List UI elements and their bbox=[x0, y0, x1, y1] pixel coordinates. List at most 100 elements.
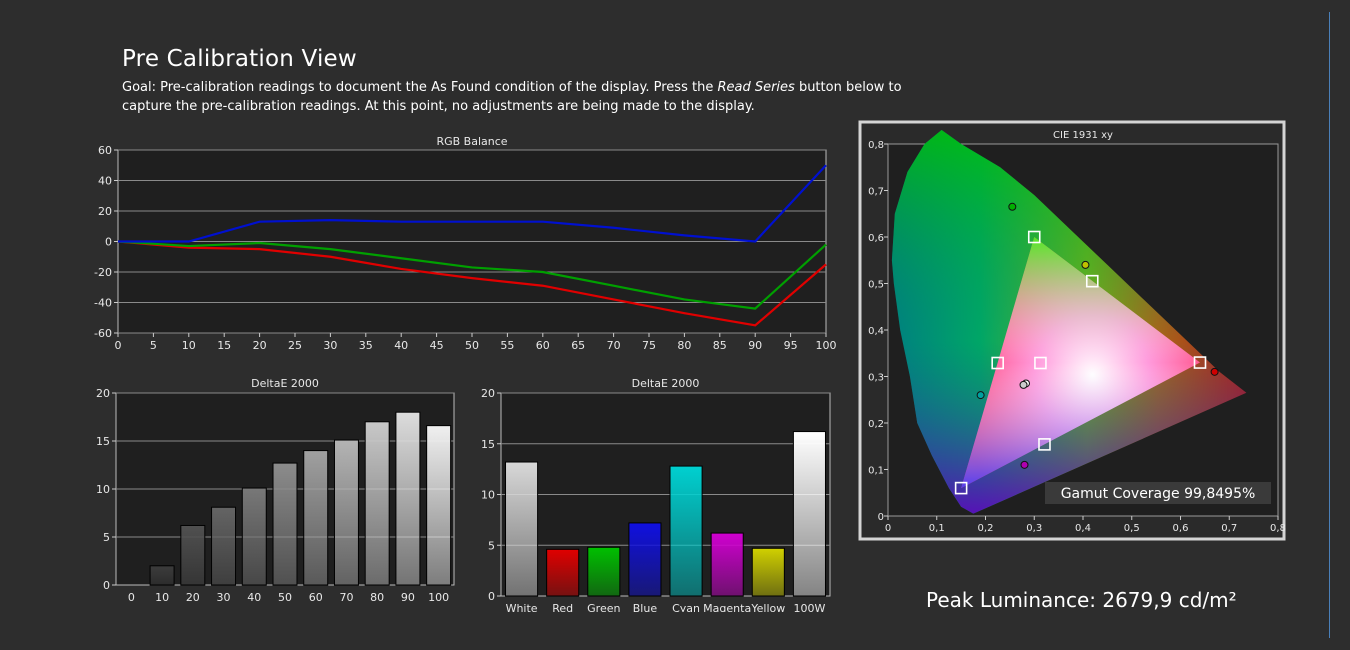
rgb-xtick-label: 20 bbox=[253, 339, 267, 352]
cie-ytick-label: 0,2 bbox=[868, 419, 884, 430]
gray-bar bbox=[180, 524, 206, 586]
cie-measured-point bbox=[1019, 380, 1028, 389]
gray-bar bbox=[395, 411, 421, 586]
divider-line bbox=[1329, 12, 1330, 638]
cie-xtick-label: 0,8 bbox=[1270, 523, 1286, 534]
gray-xtick-label: 20 bbox=[186, 591, 200, 604]
cie-chromaticity-chart: CIE 1931 xy 0 0,1 0,2 0,3 0,4 0,5 0,6 0,7 0,8 0 0,1… bbox=[858, 120, 1286, 541]
rgb-xtick-label: 0 bbox=[115, 339, 122, 352]
gray-ytick-label: 15 bbox=[96, 435, 110, 448]
rgb-series-line-0 bbox=[117, 240, 827, 327]
color-xtick-label: Red bbox=[552, 602, 573, 612]
gray-bar bbox=[272, 462, 298, 586]
rgb-ytick-label: -20 bbox=[94, 266, 112, 279]
cie-measured-point bbox=[1210, 367, 1219, 376]
cie-xtick-label: 0,4 bbox=[1075, 523, 1091, 534]
rgb-series-line-2 bbox=[118, 164, 827, 243]
rgb-xtick-label: 100 bbox=[816, 339, 837, 352]
cie-title: CIE 1931 xy bbox=[1053, 130, 1113, 141]
cie-ytick-label: 0,8 bbox=[868, 140, 884, 151]
color-ytick-label: 20 bbox=[481, 387, 495, 400]
gray-title: DeltaE 2000 bbox=[251, 377, 319, 390]
color-ytick-label: 10 bbox=[481, 489, 495, 502]
rgb-xtick-label: 30 bbox=[323, 339, 337, 352]
goal-text: Goal: Pre-calibration readings to docume… bbox=[122, 78, 912, 116]
goal-italic: Read Series bbox=[717, 80, 795, 95]
deltae-colors-chart: DeltaE 2000 0 5 10 15 20 White Red Green Blue Cyan… bbox=[481, 377, 831, 612]
gray-xtick-label: 60 bbox=[309, 591, 323, 604]
gray-bar bbox=[241, 487, 267, 586]
color-title: DeltaE 2000 bbox=[632, 377, 700, 390]
gray-ytick-label: 0 bbox=[103, 579, 110, 592]
rgb-xtick-label: 50 bbox=[465, 339, 479, 352]
gray-bar bbox=[333, 439, 359, 586]
color-ytick-label: 15 bbox=[481, 438, 495, 451]
cie-measured-point bbox=[1008, 202, 1017, 211]
gray-xtick-label: 90 bbox=[401, 591, 415, 604]
rgb-xtick-label: 5 bbox=[150, 339, 157, 352]
color-bar bbox=[751, 547, 785, 597]
rgb-ytick-label: -60 bbox=[94, 327, 112, 340]
rgb-xtick-label: 75 bbox=[642, 339, 656, 352]
color-ytick-label: 0 bbox=[488, 590, 495, 603]
gray-xtick-label: 30 bbox=[217, 591, 231, 604]
rgb-xtick-label: 95 bbox=[784, 339, 798, 352]
rgb-xtick-label: 35 bbox=[359, 339, 373, 352]
gray-ytick-label: 20 bbox=[96, 387, 110, 400]
gray-xtick-label: 10 bbox=[155, 591, 169, 604]
gray-xtick-label: 50 bbox=[278, 591, 292, 604]
color-bar bbox=[710, 532, 744, 597]
color-bar bbox=[628, 522, 662, 597]
rgb-series-line-1 bbox=[117, 240, 827, 310]
gamut-coverage-label: Gamut Coverage 99,8495% bbox=[1061, 486, 1256, 502]
color-xtick-label: Cyan bbox=[672, 602, 700, 612]
cie-ytick-label: 0 bbox=[878, 512, 884, 523]
rgb-xtick-label: 45 bbox=[430, 339, 444, 352]
gray-xtick-label: 0 bbox=[128, 591, 135, 604]
rgb-xtick-label: 15 bbox=[217, 339, 231, 352]
color-xtick-label: White bbox=[506, 602, 538, 612]
rgb-ytick-label: 20 bbox=[98, 205, 112, 218]
rgb-xtick-label: 25 bbox=[288, 339, 302, 352]
rgb-xtick-label: 80 bbox=[677, 339, 691, 352]
cie-xtick-label: 0 bbox=[885, 523, 891, 534]
rgb-xtick-label: 70 bbox=[607, 339, 621, 352]
cie-target-square bbox=[954, 481, 968, 495]
peak-luminance: Peak Luminance: 2679,9 cd/m² bbox=[926, 588, 1237, 612]
gray-xtick-label: 100 bbox=[428, 591, 449, 604]
cie-xtick-label: 0,1 bbox=[929, 523, 945, 534]
cie-target-square bbox=[1085, 274, 1099, 288]
cie-ytick-label: 0,3 bbox=[868, 373, 884, 384]
color-xtick-label: Green bbox=[587, 602, 620, 612]
rgb-xtick-label: 40 bbox=[394, 339, 408, 352]
cie-measured-point bbox=[976, 391, 985, 400]
rgb-xtick-label: 55 bbox=[500, 339, 514, 352]
cie-xtick-label: 0,6 bbox=[1173, 523, 1189, 534]
cie-ytick-label: 0,1 bbox=[868, 466, 884, 477]
gray-bar bbox=[303, 450, 329, 586]
color-xtick-label: 100W bbox=[794, 602, 826, 612]
cie-target-square bbox=[1027, 230, 1041, 244]
rgb-xtick-label: 90 bbox=[748, 339, 762, 352]
color-xtick-label: Yellow bbox=[750, 602, 785, 612]
rgb-chart-title: RGB Balance bbox=[436, 135, 507, 148]
gray-bar bbox=[364, 421, 390, 586]
gray-xtick-label: 80 bbox=[370, 591, 384, 604]
color-ytick-label: 5 bbox=[488, 539, 495, 552]
cie-target-square bbox=[1034, 356, 1047, 370]
goal-prefix: Goal: Pre-calibration readings to docume… bbox=[122, 80, 718, 95]
gray-xtick-label: 70 bbox=[339, 591, 353, 604]
gray-bar bbox=[426, 425, 452, 586]
color-bar bbox=[587, 546, 621, 597]
rgb-ytick-label: -40 bbox=[94, 297, 112, 310]
gray-ytick-label: 10 bbox=[96, 483, 110, 496]
gray-bar bbox=[149, 565, 175, 586]
cie-xtick-label: 0,2 bbox=[978, 523, 994, 534]
cie-ytick-label: 0,6 bbox=[868, 233, 884, 244]
goal-suffix: button below to capture the pre-calibrat… bbox=[122, 80, 902, 114]
gray-ytick-label: 5 bbox=[103, 531, 110, 544]
cie-xtick-label: 0,3 bbox=[1026, 523, 1042, 534]
page-title: Pre Calibration View bbox=[122, 46, 357, 72]
color-bar bbox=[792, 431, 826, 597]
cie-gamut-triangle-overlay bbox=[961, 237, 1200, 489]
